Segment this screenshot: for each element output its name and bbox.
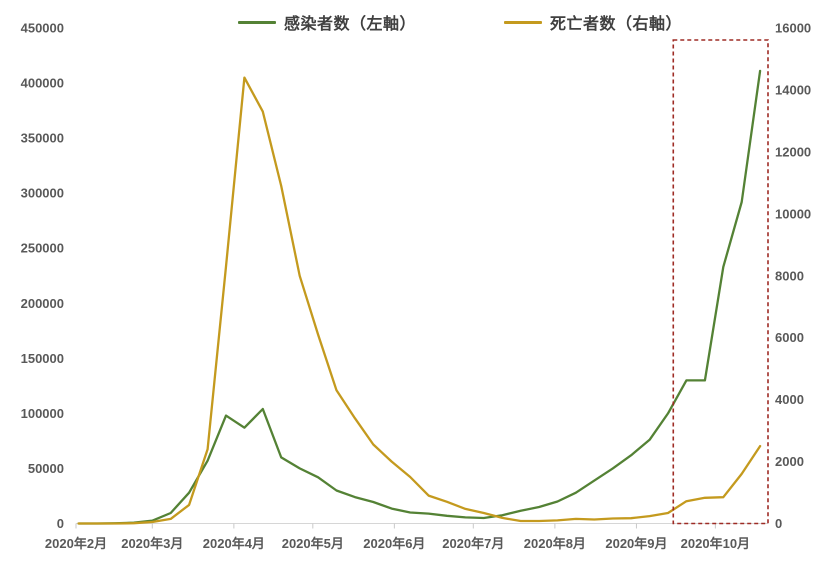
right-axis-tick-label: 6000	[775, 330, 804, 345]
right-axis-tick-label: 14000	[775, 82, 811, 97]
legend-item-infections: 感染者数（左軸）	[238, 10, 416, 34]
x-axis-tick-label: 2020年8月	[524, 536, 586, 551]
left-axis-tick-label: 0	[57, 516, 64, 531]
left-axis-tick-label: 100000	[21, 406, 64, 421]
left-axis-tick-label: 50000	[28, 461, 64, 476]
deaths-line	[77, 76, 762, 525]
right-axis-tick-label: 12000	[775, 144, 811, 159]
infections-line	[77, 69, 762, 525]
left-axis-tick-label: 350000	[21, 131, 64, 146]
legend-label-infections: 感染者数（左軸）	[284, 16, 417, 33]
x-axis-tick-label: 2020年2月	[45, 536, 107, 551]
left-axis-tick-label: 250000	[21, 241, 64, 256]
left-axis-tick-label: 450000	[21, 21, 64, 36]
right-axis-tick-label: 10000	[775, 206, 811, 221]
x-axis-tick-label: 2020年5月	[282, 536, 344, 551]
infections-line-swatch	[238, 20, 276, 24]
x-axis-tick-label: 2020年3月	[121, 536, 183, 551]
legend-label-deaths: 死亡者数（右軸）	[550, 16, 683, 33]
x-axis-tick-label: 2020年6月	[363, 536, 425, 551]
right-axis-tick-label: 2000	[775, 454, 804, 469]
left-axis-tick-label: 200000	[21, 296, 64, 311]
right-axis-tick-label: 8000	[775, 268, 804, 283]
highlight-box	[672, 39, 769, 525]
left-axis-tick-label: 300000	[21, 186, 64, 201]
left-axis-tick-label: 150000	[21, 351, 64, 366]
legend: 感染者数（左軸） 死亡者数（右軸）	[238, 10, 682, 34]
legend-item-deaths: 死亡者数（右軸）	[504, 10, 682, 34]
left-axis-tick-label: 400000	[21, 76, 64, 91]
x-axis-tick-label: 2020年9月	[605, 536, 667, 551]
deaths-line-swatch	[504, 20, 543, 24]
right-axis-tick-label: 16000	[775, 21, 811, 36]
x-axis-tick-label: 2020年10月	[681, 536, 750, 551]
x-axis-tick-label: 2020年4月	[203, 536, 265, 551]
x-axis-tick-label: 2020年7月	[442, 536, 504, 551]
right-axis-tick-label: 4000	[775, 392, 804, 407]
right-axis-tick-label: 0	[775, 516, 782, 531]
